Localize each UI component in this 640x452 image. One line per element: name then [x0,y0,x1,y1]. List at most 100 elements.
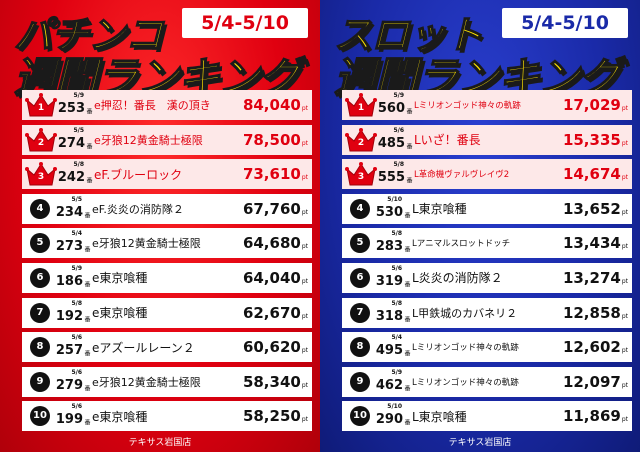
ranking-row: 9 5/6 279 番 e牙狼12黄金騎士極限 58,340pt [22,366,312,397]
points-value: 58,250 [242,407,301,426]
date-and-machine-number: 5/9 253 番 [58,90,94,120]
pt-unit: pt [621,416,628,424]
slot-date-range: 5/4-5/10 [502,8,628,38]
pachinko-date-range: 5/4-5/10 [182,8,308,38]
date-and-machine-number: 5/10 290 番 [376,401,412,431]
date-and-machine-number: 5/6 257 番 [56,332,92,362]
ban-unit: 番 [83,350,90,357]
machine-number: 274 [57,135,85,151]
ban-unit: 番 [83,419,90,426]
machine-name: e押忍！番長 漢の頂き [94,99,211,112]
points-value: 67,760 [242,199,301,218]
machine-name: eF.ブルーロック [94,167,183,182]
rank-number: 10 [350,406,370,427]
points: 64,680pt [243,234,312,252]
machine-name: eF.炎炎の消防隊２ [92,202,184,216]
machine-number: 234 [55,204,83,220]
ban-unit: 番 [83,211,90,218]
machine-number: 462 [375,377,403,393]
ranking-date: 5/8 [73,161,84,169]
points-value: 73,610 [242,165,301,184]
ban-unit: 番 [83,384,90,391]
machine-number: 290 [375,412,403,428]
points: 78,500pt [243,131,312,149]
points: 15,335pt [563,131,632,149]
machine-name: e東京喰種 [92,409,148,424]
machine-number: 192 [55,308,83,324]
ban-unit: 番 [405,142,412,149]
crown-icon: 2 [24,127,58,153]
crown-icon: 3 [344,161,378,187]
ranking-date: 5/9 [73,92,84,99]
rank-number: 2 [37,137,45,148]
date-and-machine-number: 5/4 273 番 [56,228,92,258]
points-value: 84,040 [242,96,301,114]
points: 12,858pt [563,304,632,322]
slot-store-name: テキサス岩国店 [448,438,512,448]
ranking-row: 8 5/4 495 番 Lミリオンゴッド神々の軌跡 12,602pt [342,332,632,363]
rank-number: 10 [30,406,50,427]
pt-unit: pt [621,312,628,320]
rank-number: 4 [30,198,50,219]
ban-unit: 番 [83,280,90,287]
ban-unit: 番 [403,384,410,391]
rank-number: 3 [357,172,365,183]
machine-number: 257 [55,343,83,359]
pt-unit: pt [301,381,308,389]
machine-name: Lミリオンゴッド神々の軌跡 [414,101,521,111]
points: 13,274pt [563,269,632,287]
machine-number: 253 [57,101,85,116]
machine-name: L東京喰種 [412,202,467,217]
ranking-date: 5/10 [387,195,402,203]
machine-number: 199 [55,412,83,428]
ranking-date: 5/4 [391,334,402,342]
machine-number: 318 [375,308,403,324]
date-and-machine-number: 5/10 530 番 [376,194,412,224]
rank-number: 4 [350,198,370,219]
points-value: 12,602 [562,338,621,357]
date-and-machine-number: 5/6 199 番 [56,401,92,431]
points: 58,250pt [243,407,312,425]
machine-number: 485 [377,135,405,151]
pt-unit: pt [621,277,628,285]
date-and-machine-number: 5/6 485 番 [378,125,414,155]
pachinko-store-name: テキサス岩国店 [128,438,192,448]
ranking-row: 6 5/9 186 番 e東京喰種 64,040pt [22,262,312,293]
machine-name: e牙狼12黄金騎士極限 [92,237,201,251]
crown-icon: 1 [24,92,58,118]
ranking-date: 5/8 [71,299,82,307]
points-value: 58,340 [242,372,301,391]
date-and-machine-number: 5/6 279 番 [56,367,92,397]
points: 60,620pt [243,338,312,356]
rank-number: 8 [30,337,50,358]
points: 58,340pt [243,373,312,391]
machine-name: Lアニマルスロットドッチ [412,239,511,250]
ranking-date: 5/9 [393,92,404,99]
points: 64,040pt [243,269,312,287]
ranking-date: 5/6 [393,126,404,134]
ranking-row: 7 5/8 192 番 e東京喰種 62,670pt [22,297,312,328]
ban-unit: 番 [403,419,410,426]
points-value: 12,858 [562,303,621,322]
date-and-machine-number: 5/8 318 番 [376,298,412,328]
points: 14,674pt [563,165,632,183]
points: 11,869pt [563,407,632,425]
ban-unit: 番 [85,142,92,149]
pt-unit: pt [621,243,628,251]
ban-unit: 番 [405,108,412,114]
date-and-machine-number: 5/9 186 番 [56,263,92,293]
machine-name: L東京喰種 [412,409,467,424]
rank-number: 6 [30,267,50,288]
points: 13,434pt [563,234,632,252]
points-value: 12,097 [562,372,621,391]
points: 13,652pt [563,200,632,218]
slot-ranking-list: 1 5/9 560 番 Lミリオンゴッド神々の軌跡 17,029pt 2 5/6 485 番 Lいざ… [342,90,632,436]
ranking-date: 5/4 [71,230,82,238]
machine-number: 279 [55,377,83,393]
pt-unit: pt [301,208,308,216]
ranking-row: 6 5/6 319 番 L炎炎の消防隊２ 13,274pt [342,262,632,293]
ranking-row: 9 5/9 462 番 Lミリオンゴッド神々の軌跡 12,097pt [342,366,632,397]
points: 84,040pt [243,96,312,114]
pachinko-ranking-list: 1 5/9 253 番 e押忍！番長 漢の頂き 84,040pt 2 5/5 274 番 e牙狼12… [22,90,312,436]
machine-number: 495 [375,343,403,359]
